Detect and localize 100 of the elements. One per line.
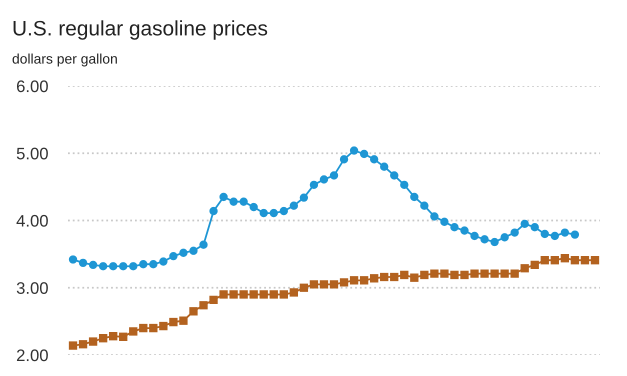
point [300, 193, 308, 202]
point [270, 208, 278, 218]
point [209, 296, 218, 304]
point [430, 212, 439, 221]
point [219, 192, 228, 202]
chart-subtitle: dollars per gallon [12, 54, 117, 66]
point [280, 206, 288, 216]
chart-title: U.S. regular gasoline prices [14, 20, 268, 40]
point [520, 220, 529, 228]
point [490, 269, 499, 278]
point [88, 337, 98, 346]
point [290, 202, 298, 210]
point [88, 260, 98, 270]
point [229, 290, 238, 299]
point [179, 248, 188, 257]
point [149, 324, 158, 332]
point [570, 230, 580, 239]
point [360, 276, 368, 285]
point [189, 246, 198, 255]
point [119, 332, 128, 342]
point [340, 278, 348, 287]
point [78, 258, 88, 268]
point [179, 316, 188, 325]
point [98, 262, 108, 270]
point [260, 290, 268, 299]
point [450, 270, 459, 280]
point [390, 272, 398, 282]
point [169, 252, 178, 260]
point [98, 334, 108, 342]
point [470, 269, 479, 278]
point [420, 202, 429, 210]
point [119, 262, 128, 270]
point [380, 272, 388, 282]
point [199, 301, 208, 310]
point [430, 269, 439, 278]
point [129, 262, 138, 270]
point [340, 155, 348, 164]
point [320, 175, 328, 184]
point [139, 324, 148, 332]
point [410, 192, 418, 202]
y-tick-label: 5.00 [16, 148, 48, 160]
point [78, 340, 88, 348]
point [229, 198, 238, 206]
y-tick-label: 3.00 [16, 282, 48, 294]
point [440, 218, 449, 226]
point [400, 270, 408, 280]
point [290, 288, 298, 297]
point [500, 269, 509, 278]
point [270, 290, 278, 299]
point [280, 290, 288, 299]
point [199, 240, 208, 249]
point [570, 256, 580, 264]
point [540, 256, 549, 264]
point [560, 228, 570, 237]
point [350, 146, 358, 155]
point [260, 208, 268, 218]
point [530, 223, 539, 232]
point [590, 256, 600, 264]
point [239, 198, 248, 206]
point [530, 260, 539, 270]
point [68, 255, 78, 264]
point [580, 256, 590, 264]
point [310, 280, 318, 289]
point [159, 322, 168, 330]
point [380, 162, 388, 171]
point [250, 202, 258, 212]
point [250, 290, 258, 299]
y-tick-label: 4.00 [16, 214, 48, 227]
point [520, 264, 529, 272]
point [109, 332, 118, 340]
point [310, 180, 318, 190]
point [109, 262, 118, 270]
point [360, 150, 368, 158]
point [510, 228, 519, 237]
point [420, 270, 429, 280]
point [330, 171, 338, 180]
point [390, 171, 398, 180]
point [129, 327, 138, 336]
point [320, 280, 328, 289]
point [490, 238, 499, 246]
point [330, 280, 338, 289]
point [139, 260, 148, 268]
point [440, 269, 449, 278]
y-tick-label: 6.00 [16, 80, 48, 92]
point [480, 235, 489, 244]
point [410, 273, 418, 282]
point [450, 223, 459, 232]
point [159, 257, 168, 266]
point [350, 276, 358, 285]
point [219, 290, 228, 299]
point [550, 256, 559, 264]
point [510, 269, 519, 278]
point [149, 260, 158, 268]
point [239, 290, 248, 299]
point [470, 232, 479, 240]
point [400, 180, 408, 190]
point [68, 341, 78, 350]
point [169, 318, 178, 326]
point [370, 274, 378, 282]
point [560, 254, 570, 262]
